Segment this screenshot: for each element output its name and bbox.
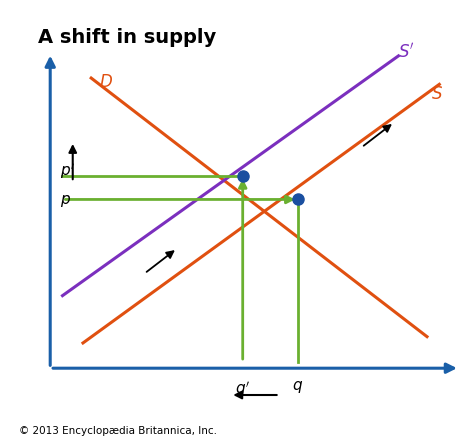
Text: $q$: $q$ — [292, 379, 303, 395]
Text: $p'$: $p'$ — [61, 161, 76, 181]
Text: $S'$: $S'$ — [398, 43, 415, 62]
Text: $S$: $S$ — [431, 85, 443, 103]
Text: $D$: $D$ — [100, 73, 113, 92]
Text: © 2013 Encyclopædia Britannica, Inc.: © 2013 Encyclopædia Britannica, Inc. — [19, 425, 217, 436]
Text: A shift in supply: A shift in supply — [38, 28, 216, 47]
Text: $q'$: $q'$ — [235, 379, 250, 399]
Text: $p$: $p$ — [61, 193, 72, 209]
